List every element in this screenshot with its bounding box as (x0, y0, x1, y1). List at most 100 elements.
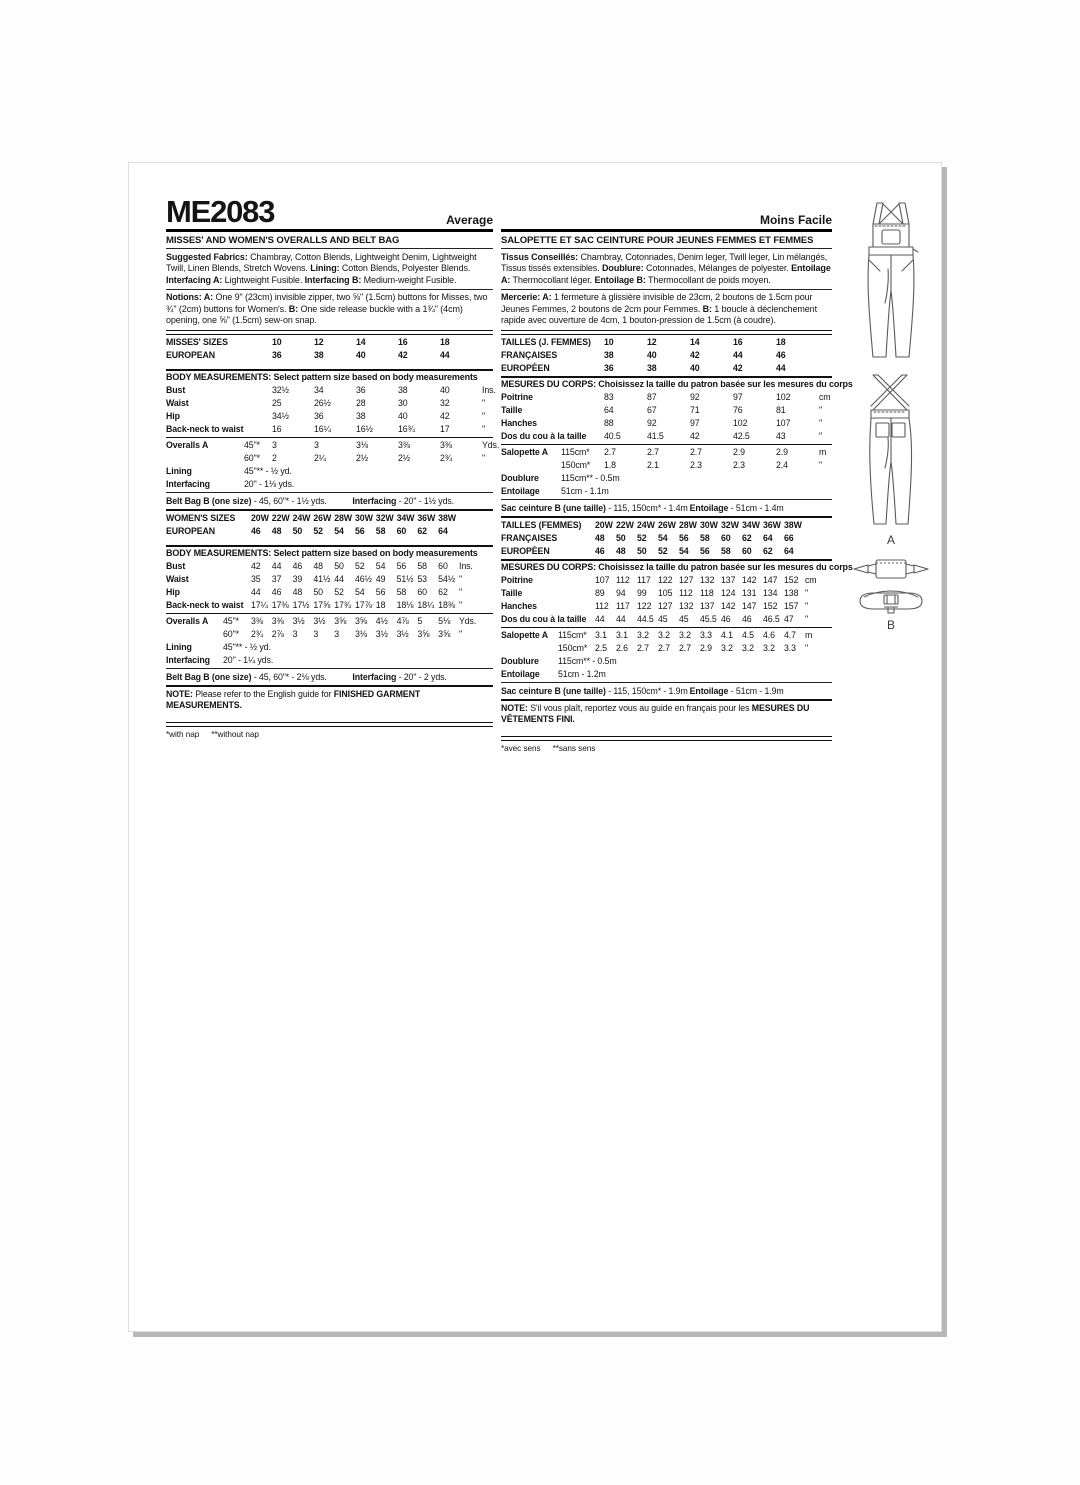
table-row: Interfacing 20" - 1¼ yds. (166, 654, 274, 665)
fabrics-paragraph-fr: Tissus Conseillés: Chambray, Cotonnades,… (501, 251, 831, 285)
womens-sizes-table: WOMEN'S SIZES 20W 22W 24W 26W 28W 30W 32W 34W 36W… (166, 511, 493, 539)
sac-ceinture-jf-row: Sac ceinture B (une taille) - 115, 150cm… (501, 498, 832, 518)
table-row: Entoilage 51cm - 1.2m (501, 668, 606, 679)
divider (166, 248, 493, 249)
sac-ceinture-jf-entoilage: Entoilage - 51cm - 1.4m (689, 502, 784, 513)
table-row: EUROPÈEN 46 48 50 52 54 56 58 60 62 64 (501, 545, 794, 556)
mercerie-paragraph-fr: Mercerie: A: 1 fermeture à glissière inv… (501, 292, 817, 326)
table-row: Taille 89 94 99 105 112 118 124 131 134 138 " (501, 587, 809, 598)
table-row: Doublure 115cm** - 0.5m (501, 472, 620, 483)
sac-ceinture-f-row: Sac ceinture B (une taille) - 115, 150cm… (501, 681, 832, 701)
belt-bag-womens-interfacing: Interfacing - 20" - 2 yds. (352, 671, 447, 682)
table-row: Overalls A 45"* 3 3 3⅛ 3⅜ 3⅜ Yds. (166, 439, 500, 450)
sac-ceinture-f-yardage: Sac ceinture B (une taille) - 115, 150cm… (501, 685, 688, 696)
avec-sens-note: *avec sens (501, 743, 541, 753)
pattern-number: ME2083 (166, 194, 275, 229)
fabrics-paragraph-en: Suggested Fabrics: Chambray, Cotton Blen… (166, 251, 477, 285)
table-row: FRANÇAISES 48 50 52 54 56 58 60 62 64 66 (501, 532, 794, 543)
english-column: ME2083 Average MISSES' AND WOMEN'S OVERA… (166, 193, 500, 739)
table-row: Salopette A 115cm* 2.7 2.7 2.7 2.9 2.9 m (501, 446, 827, 457)
table-row: EUROPEAN 46 48 50 52 54 56 58 60 62 64 (166, 525, 448, 536)
table-row: Waist 35 37 39 41½ 44 46½ 49 51½ 53 54½ " (166, 573, 462, 584)
table-row: Dos du cou à la taille 44 44 44.5 45 45 45.5 46… (501, 613, 809, 624)
divider (501, 375, 832, 378)
table-row: Poitrine 83 87 92 97 102 cm (501, 391, 831, 402)
belt-bag-misses-row: Belt Bag B (one size) - 45, 60"* - 1½ yd… (166, 491, 493, 511)
table-row: Back-neck to waist 17¼ 17⅜ 17½ 17⅝ 17¾ 17⅞ 18 18… (166, 599, 462, 610)
table-row: 60"* 2¾ 2⅞ 3 3 3 3⅛ 3½ 3½ 3⅝ 3⅝ " (223, 628, 462, 639)
divider (166, 368, 493, 371)
misses-sizes-table: MISSES' SIZES 10 12 14 16 18 EUROPEAN 36 38 40 42 4… (166, 335, 493, 363)
table-row: Back-neck to waist 16 16¼ 16½ 16¾ 17 " (166, 423, 486, 434)
table-row: Lining 45"** - ½ yd. (166, 465, 292, 476)
overalls-back-line-art (869, 374, 913, 525)
table-row: Salopette A 115cm* 3.1 3.1 3.2 3.2 3.2 3.3 4.1 4.… (501, 629, 813, 640)
womens-yardage-table: Overalls A 45"* 3⅜ 3⅜ 3½ 3½ 3⅝ 3⅝ 4½ 4⅞ 5 5⅛ Yds. 60"… (166, 614, 493, 668)
table-row: EUROPÈEN 36 38 40 42 44 (501, 362, 786, 373)
table-row: Bust 42 44 46 48 50 52 54 56 58 60 Ins. (166, 560, 473, 571)
divider (166, 544, 493, 547)
femmes-body-table: Poitrine 107 112 117 122 127 132 137 142 147 152 cm… (501, 573, 832, 627)
body-measurements-header-en-2: BODY MEASUREMENTS: Select pattern size b… (166, 548, 478, 559)
table-row: 150cm* 1.8 2.1 2.3 2.3 2.4 " (561, 459, 823, 470)
english-header: ME2083 Average (166, 193, 493, 227)
belt-bag-womens-row: Belt Bag B (one size) - 45, 60"* - 2⅛ yd… (166, 667, 493, 687)
womens-body-table: Bust 42 44 46 48 50 52 54 56 58 60 Ins. Waist 35 37 39 4… (166, 559, 493, 613)
table-row: MISSES' SIZES 10 12 14 16 18 (166, 336, 450, 347)
jfemmes-sizes-table: TAILLES (J. FEMMES) 10 12 14 16 18 FRANÇAISES 3… (501, 335, 832, 376)
table-row: Doublure 115cm** - 0.5m (501, 655, 617, 666)
table-row: TAILLES (J. FEMMES) 10 12 14 16 18 (501, 336, 786, 347)
difficulty-fr: Moins Facile (759, 213, 832, 227)
table-row: Hanches 88 92 97 102 107 " (501, 417, 823, 428)
table-row: 60"* 2 2¼ 2½ 2½ 2¾ " (244, 452, 486, 463)
notions-paragraph-en: Notions: A: One 9" (23cm) invisible zipp… (166, 292, 488, 326)
sac-ceinture-f-entoilage: Entoilage - 51cm - 1.9m (689, 685, 784, 696)
misses-yardage-table: Overalls A 45"* 3 3 3⅛ 3⅜ 3⅜ Yds. 60"* 2 2¼ 2½ 2½ 2¾ "… (166, 438, 500, 492)
jfemmes-body-table: Poitrine 83 87 92 97 102 cm Taille 64 67 71 76 81 " Ha… (501, 390, 832, 444)
divider (501, 735, 832, 741)
with-nap-note: *with nap (166, 729, 200, 739)
table-row: WOMEN'S SIZES 20W 22W 24W 26W 28W 30W 32W 34W 36W… (166, 512, 456, 523)
divider (166, 721, 493, 727)
french-column: Moins Facile SALOPETTE ET SAC CEINTURE P… (501, 193, 853, 753)
divider (501, 229, 832, 232)
table-row: Hip 44 46 48 50 52 54 56 58 60 62 " (166, 586, 462, 597)
belt-bag-misses-yardage: Belt Bag B (one size) - 45, 60"* - 1½ yd… (166, 495, 327, 506)
divider (501, 626, 832, 628)
divider (166, 436, 493, 438)
femmes-yardage-table: Salopette A 115cm* 3.1 3.1 3.2 3.2 3.2 3.3 4.1 4.… (501, 628, 832, 682)
sans-sens-note: **sans sens (552, 743, 596, 753)
footnote-en: *with nap **without nap (166, 727, 493, 739)
english-title: MISSES' AND WOMEN'S OVERALLS AND BELT BA… (166, 234, 400, 246)
table-row: Poitrine 107 112 117 122 127 132 137 142 147 152 cm (501, 574, 817, 585)
french-title: SALOPETTE ET SAC CEINTURE POUR JEUNES FE… (501, 234, 814, 246)
femmes-sizes-table: TAILLES (FEMMES) 20W 22W 24W 26W 28W 30W 32W 34W… (501, 518, 832, 559)
divider (166, 288, 493, 290)
belt-bag-top-line-art (853, 559, 929, 579)
mesures-header-fr: MESURES DU CORPS: Choisissez la taille d… (501, 379, 853, 390)
divider (166, 612, 493, 614)
belt-bag-womens-yardage: Belt Bag B (one size) - 45, 60"* - 2⅛ yd… (166, 671, 327, 682)
view-b-label: B (886, 618, 895, 632)
line-art-column: A B (843, 199, 939, 640)
divider (501, 288, 832, 290)
without-nap-note: **without nap (211, 729, 259, 739)
overalls-front-line-art (867, 202, 919, 358)
divider (166, 329, 493, 335)
table-row: Taille 64 67 71 76 81 " (501, 404, 823, 415)
table-row: Overalls A 45"* 3⅜ 3⅜ 3½ 3½ 3⅝ 3⅝ 4½ 4⅞ 5 5⅛ Yds. (166, 615, 477, 626)
difficulty-en: Average (446, 213, 493, 227)
table-row: Hanches 112 117 122 127 132 137 142 147 152 157 " (501, 600, 809, 611)
note-en: NOTE: Please refer to the English guide … (166, 689, 421, 711)
table-row: Entoilage 51cm - 1.1m (501, 485, 609, 496)
table-row: Waist 25 26½ 28 30 32 " (166, 397, 486, 408)
table-row: Lining 45"** - ½ yd. (166, 641, 271, 652)
view-a-label: A (886, 533, 895, 547)
belt-bag-front-line-art (859, 590, 923, 614)
table-row: Interfacing 20" - 1⅛ yds. (166, 478, 295, 489)
jfemmes-yardage-table: Salopette A 115cm* 2.7 2.7 2.7 2.9 2.9 m 150cm* 1… (501, 445, 832, 499)
note-fr: NOTE: S'il vous plaît, reportez vous au … (501, 703, 810, 725)
body-measurements-header-en: BODY MEASUREMENTS: Select pattern size b… (166, 372, 478, 383)
divider (501, 558, 832, 561)
